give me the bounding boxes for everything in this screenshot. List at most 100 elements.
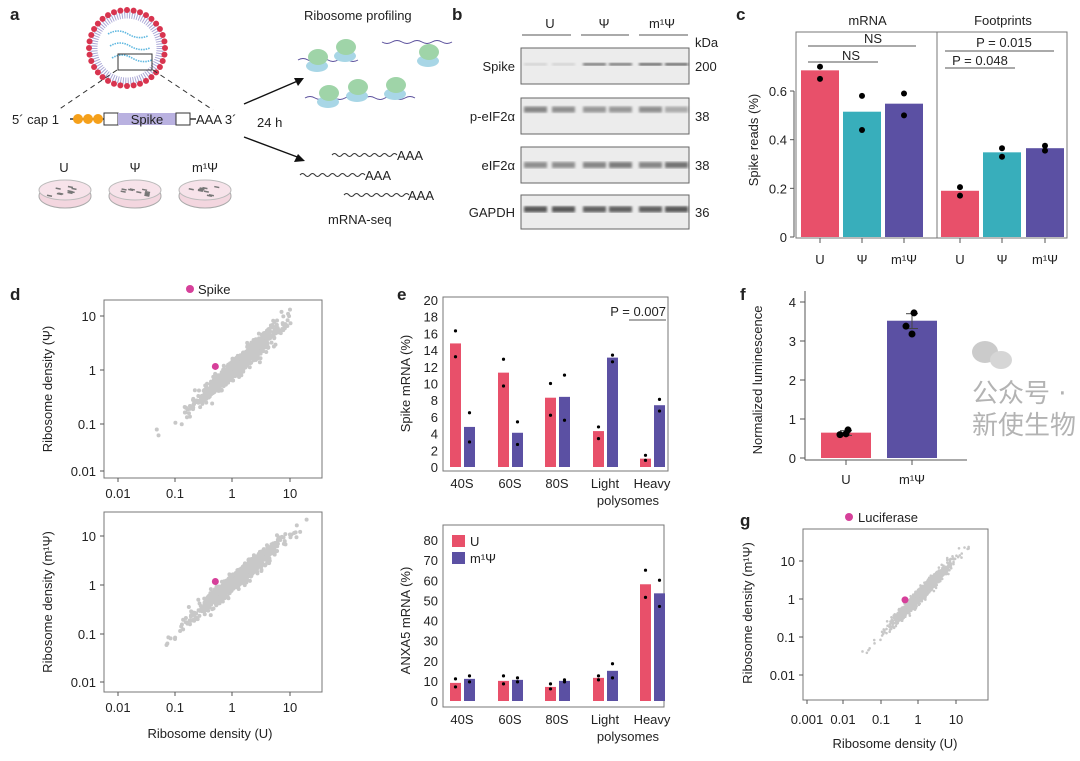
blot-label: GAPDH xyxy=(469,205,515,220)
ribosome-profiling-title: Ribosome profiling xyxy=(304,8,412,23)
scatter-point xyxy=(237,573,242,578)
lipid-head xyxy=(91,64,98,70)
x-tick-label: 10 xyxy=(283,486,297,501)
scatter-point xyxy=(911,593,915,597)
data-point xyxy=(910,309,918,317)
polya-2: AAA xyxy=(365,168,391,183)
scatter-point xyxy=(190,406,195,411)
scatter-point xyxy=(292,531,297,536)
cell-mark xyxy=(67,189,73,193)
lipid-head xyxy=(143,77,149,84)
scatter-point xyxy=(208,587,213,592)
scatter-point xyxy=(220,375,225,380)
scatter-point xyxy=(196,388,201,393)
cell-mark xyxy=(197,189,204,192)
y-axis-title: Ribosome density (m¹Ψ) xyxy=(40,531,55,673)
scatter-point xyxy=(269,340,274,345)
scatter-point xyxy=(891,625,895,629)
cell-mark xyxy=(214,185,220,189)
data-point xyxy=(859,126,865,133)
scatter-point xyxy=(872,638,876,642)
scatter-point xyxy=(264,345,269,350)
wechat-icon xyxy=(972,341,1012,369)
y-tick-label: 18 xyxy=(424,310,438,325)
y-tick-label: 16 xyxy=(424,326,438,341)
scatter-point xyxy=(286,311,291,316)
scatter-point xyxy=(258,351,263,356)
scatter-point xyxy=(207,596,212,601)
data-point xyxy=(562,373,567,377)
lipid-head xyxy=(105,12,111,19)
blot-band xyxy=(665,162,688,168)
scatter-point xyxy=(179,422,184,427)
y-tick-label: 20 xyxy=(424,654,438,669)
scatter-point xyxy=(253,569,258,574)
lipid-head xyxy=(130,82,137,89)
scatter-point xyxy=(929,574,933,578)
data-point xyxy=(467,680,472,684)
scatter-point xyxy=(227,372,232,377)
cell-mark xyxy=(129,188,136,191)
cell-mark xyxy=(203,190,209,193)
scatter-point xyxy=(940,570,943,574)
scatter-point xyxy=(216,388,221,393)
blot-band xyxy=(609,206,632,213)
lane-label-m1psi: m¹Ψ xyxy=(649,16,675,31)
lipid-head xyxy=(161,51,168,58)
watermark: 公众号 · 新使生物 xyxy=(972,379,1077,441)
bar xyxy=(545,686,556,701)
scatter-point xyxy=(960,552,964,555)
blot-band xyxy=(552,206,575,213)
culture-dish-rim xyxy=(178,179,232,201)
time-label: 24 h xyxy=(257,115,282,130)
cell-mark xyxy=(120,190,126,193)
scatter-point xyxy=(258,562,263,567)
ribosome-large-subunit xyxy=(386,77,406,93)
scatter-point xyxy=(198,405,203,410)
scatter-point xyxy=(248,562,253,567)
scatter-point xyxy=(233,360,238,365)
scatter-point xyxy=(929,579,933,582)
scatter-point xyxy=(246,569,251,574)
cell-mark xyxy=(136,191,142,194)
scatter-point xyxy=(271,344,276,349)
scatter-point xyxy=(256,331,261,336)
culture-dish-rim xyxy=(38,179,92,201)
bar xyxy=(559,396,570,467)
scatter-point xyxy=(229,574,234,579)
y-tick-label: 0 xyxy=(431,460,438,475)
scatter-point xyxy=(156,433,161,438)
scatter-point xyxy=(272,541,277,546)
y-tick-label: 10 xyxy=(781,554,795,569)
scatter-point xyxy=(945,561,949,564)
scatter-point xyxy=(230,580,235,585)
cell-mark xyxy=(121,188,127,191)
blot-band xyxy=(583,106,606,113)
scatter-point xyxy=(198,399,203,404)
data-point xyxy=(610,676,615,680)
scatter-point xyxy=(889,627,893,631)
scatter-point xyxy=(253,560,258,565)
legend-swatch-u xyxy=(452,535,465,547)
bar xyxy=(607,670,618,701)
scatter-point xyxy=(936,574,939,577)
lipid-head xyxy=(91,26,98,32)
blot-strips: Spike 200 p-eIF2α 38 eIF2α 38 GAPDH 36 xyxy=(469,47,717,230)
culture-dishes xyxy=(38,179,232,209)
scatter-point xyxy=(922,588,926,591)
scatter-point xyxy=(920,599,924,603)
blot-kda: 200 xyxy=(695,59,717,74)
scatter-point xyxy=(213,388,218,393)
scatter-point xyxy=(215,377,220,382)
y-axis-title: Ribosome density (m¹Ψ) xyxy=(740,542,755,684)
y-tick-label: 0 xyxy=(780,230,787,245)
highlight-point xyxy=(211,362,219,370)
scatter-point xyxy=(183,410,188,415)
x-tick-label: 40S xyxy=(450,712,473,727)
scatter-point xyxy=(287,532,292,537)
lipid-bilayer xyxy=(90,11,164,85)
scatter-point xyxy=(908,614,912,617)
scatter-point xyxy=(925,585,929,589)
lipid-head xyxy=(161,38,168,45)
zoom-line-left xyxy=(57,69,118,111)
